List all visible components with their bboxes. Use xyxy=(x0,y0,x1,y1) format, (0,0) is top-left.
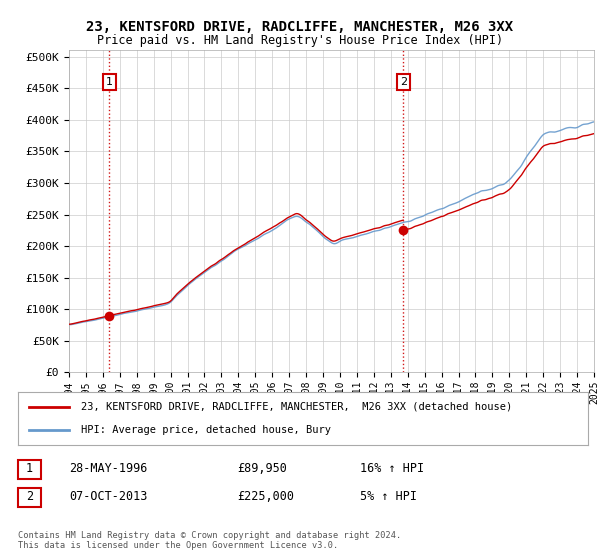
Text: 1: 1 xyxy=(106,77,113,87)
Text: 5% ↑ HPI: 5% ↑ HPI xyxy=(360,490,417,503)
Text: 23, KENTSFORD DRIVE, RADCLIFFE, MANCHESTER, M26 3XX: 23, KENTSFORD DRIVE, RADCLIFFE, MANCHEST… xyxy=(86,20,514,34)
Text: Contains HM Land Registry data © Crown copyright and database right 2024.
This d: Contains HM Land Registry data © Crown c… xyxy=(18,531,401,550)
Text: 23, KENTSFORD DRIVE, RADCLIFFE, MANCHESTER,  M26 3XX (detached house): 23, KENTSFORD DRIVE, RADCLIFFE, MANCHEST… xyxy=(80,402,512,412)
Text: 28-MAY-1996: 28-MAY-1996 xyxy=(69,462,148,475)
Text: 2: 2 xyxy=(400,77,407,87)
Text: £225,000: £225,000 xyxy=(237,490,294,503)
Text: 16% ↑ HPI: 16% ↑ HPI xyxy=(360,462,424,475)
Text: 07-OCT-2013: 07-OCT-2013 xyxy=(69,490,148,503)
Text: 2: 2 xyxy=(26,490,33,503)
Text: Price paid vs. HM Land Registry's House Price Index (HPI): Price paid vs. HM Land Registry's House … xyxy=(97,34,503,46)
Text: £89,950: £89,950 xyxy=(237,462,287,475)
Text: HPI: Average price, detached house, Bury: HPI: Average price, detached house, Bury xyxy=(80,425,331,435)
Text: 1: 1 xyxy=(26,462,33,475)
